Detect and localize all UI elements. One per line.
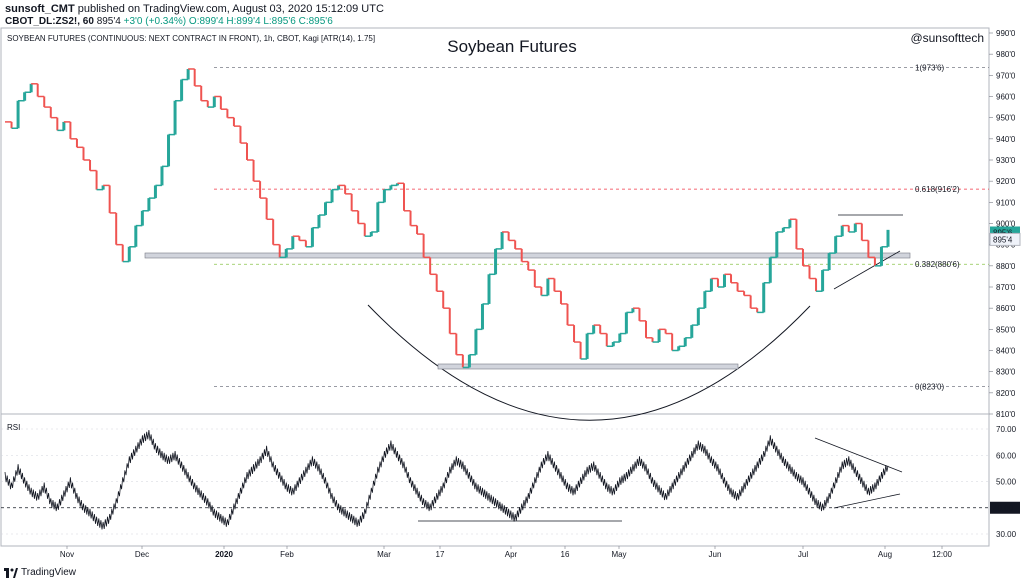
time-tick-label: 17 bbox=[436, 550, 445, 559]
price-tags: 895'6895'4 bbox=[989, 226, 1021, 246]
rsi-label: RSI bbox=[7, 423, 20, 432]
time-tick-label: Jun bbox=[709, 550, 722, 559]
price-tick-label: 880'0 bbox=[996, 262, 1016, 271]
price-tick-label: 850'0 bbox=[996, 325, 1016, 334]
fib-label: 0(823'0) bbox=[915, 382, 944, 391]
symbol-label: CBOT_DL:ZS2!, 60 bbox=[5, 16, 94, 27]
time-tick-label: Feb bbox=[280, 550, 294, 559]
price-tick-label: 980'0 bbox=[996, 50, 1016, 59]
price-tag-box bbox=[989, 232, 1021, 246]
time-axis: Nov Dec 2020 Feb Mar 17 Apr 16 May Jun Jul Aug 12:00 bbox=[60, 546, 953, 559]
fib-levels: 1(973'6) 0.618(916'2) 0.382(880'6) 0(823'0) bbox=[214, 63, 989, 391]
price-tick-label: 970'0 bbox=[996, 71, 1016, 80]
rsi-pane bbox=[1, 428, 989, 535]
rsi-triangle-upper bbox=[814, 437, 903, 473]
fib-label: 1(973'6) bbox=[915, 63, 944, 72]
ohlc-values: O:899'4 H:899'4 L:895'6 C:895'6 bbox=[188, 16, 333, 27]
rounding-bottom-arc bbox=[367, 304, 811, 421]
support-zone-upper bbox=[144, 252, 911, 259]
time-tick-label: 2020 bbox=[215, 550, 233, 559]
rsi-triangle-lower bbox=[833, 493, 901, 509]
author-name: sunsoft_CMT bbox=[5, 3, 75, 15]
tradingview-logo-icon bbox=[4, 567, 18, 578]
time-tick-label: 16 bbox=[561, 550, 570, 559]
support-zone-lower bbox=[437, 363, 739, 370]
time-tick-label: Apr bbox=[505, 550, 518, 559]
price-tick-label: 870'0 bbox=[996, 283, 1016, 292]
time-tick-label: Nov bbox=[60, 550, 74, 559]
time-tick-label: May bbox=[611, 550, 626, 559]
publish-line: sunsoft_CMT published on TradingView.com… bbox=[5, 3, 384, 15]
quote-line: CBOT_DL:ZS2!, 60 895'4 +3'0 (+0.34%) O:8… bbox=[5, 16, 333, 27]
rsi-level-box bbox=[990, 501, 1020, 514]
last-price: 895'4 bbox=[96, 16, 121, 27]
chart-title: Soybean Futures bbox=[447, 37, 576, 56]
tradingview-footer: TradingView bbox=[4, 567, 76, 578]
fib-label: 0.382(880'6) bbox=[915, 260, 960, 269]
price-tick-label: 950'0 bbox=[996, 114, 1016, 123]
chart-frame bbox=[0, 27, 990, 547]
drawings bbox=[144, 214, 911, 522]
time-tick-label: Jul bbox=[798, 550, 808, 559]
price-tick-label: 930'0 bbox=[996, 156, 1016, 165]
rsi-tick-label: 30.00 bbox=[996, 530, 1017, 539]
chart-subtitle: SOYBEAN FUTURES (CONTINUOUS: NEXT CONTRA… bbox=[7, 34, 375, 43]
price-tick-label: 820'0 bbox=[996, 389, 1016, 398]
price-axis: 990'0 980'0 970'0 960'0 950'0 940'0 930'0 920'0… bbox=[989, 29, 1016, 419]
time-tick-label: Mar bbox=[377, 550, 391, 559]
price-tick-label: 910'0 bbox=[996, 198, 1016, 207]
rsi-tick-label: 50.00 bbox=[996, 478, 1017, 487]
price-change: +3'0 (+0.34%) bbox=[123, 16, 187, 27]
rsi-tick-label: 60.00 bbox=[996, 451, 1017, 460]
watermark: @sunsofttech bbox=[910, 31, 984, 45]
price-tick-label: 830'0 bbox=[996, 368, 1016, 377]
fib-label: 0.618(916'2) bbox=[915, 185, 960, 194]
footer-brand: TradingView bbox=[21, 567, 77, 578]
time-tick-label: Dec bbox=[135, 550, 149, 559]
price-tick-label: 860'0 bbox=[996, 304, 1016, 313]
price-tick-label: 920'0 bbox=[996, 177, 1016, 186]
price-tick-label: 900'0 bbox=[996, 220, 1016, 229]
price-tick-label: 940'0 bbox=[996, 135, 1016, 144]
price-tick-label: 810'0 bbox=[996, 410, 1016, 419]
price-tag-label: 895'4 bbox=[993, 235, 1013, 244]
time-tick-label: 12:00 bbox=[932, 550, 953, 559]
publish-info: published on TradingView.com, August 03,… bbox=[77, 3, 384, 15]
rsi-tick-label: 70.00 bbox=[996, 425, 1017, 434]
rsi-line bbox=[4, 430, 889, 530]
price-tick-label: 990'0 bbox=[996, 29, 1016, 38]
kagi-series bbox=[5, 68, 890, 369]
time-tick-label: Aug bbox=[878, 550, 892, 559]
price-tick-label: 960'0 bbox=[996, 93, 1016, 102]
price-tick-label: 840'0 bbox=[996, 347, 1016, 356]
triangle-bottom-line bbox=[833, 250, 901, 290]
rsi-level-label: 40.00 bbox=[993, 504, 1014, 513]
